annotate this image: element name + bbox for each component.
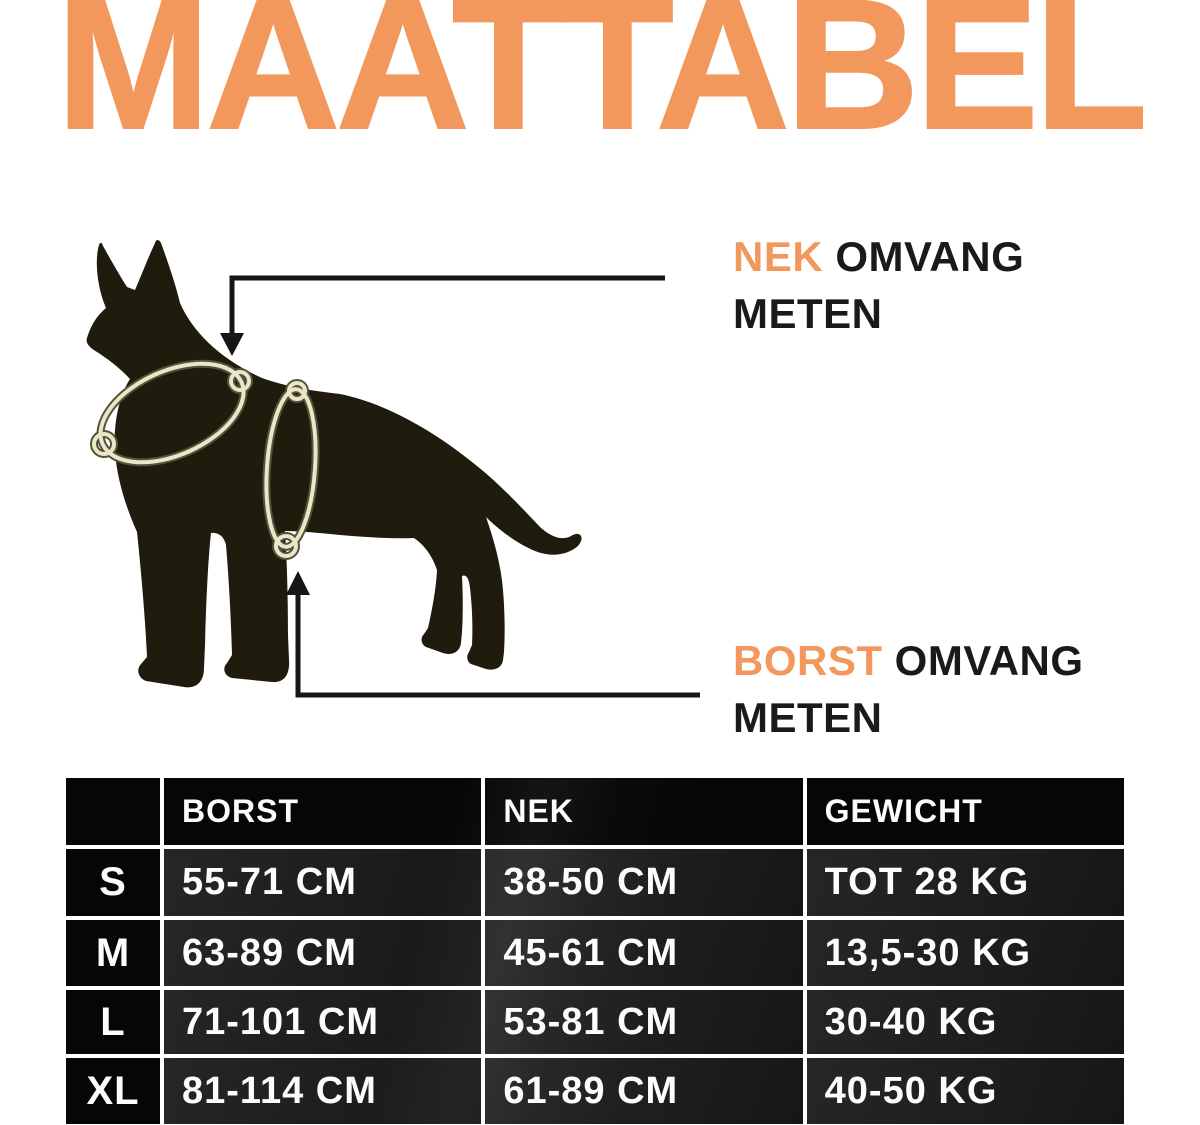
header-cell-gewicht: GEWICHT bbox=[806, 778, 1124, 845]
cell-s-gewicht: TOT 28 KG bbox=[806, 849, 1124, 916]
dog-silhouette-icon bbox=[86, 240, 582, 688]
chest-label-line2: METEN bbox=[733, 694, 883, 741]
neck-label-line2: METEN bbox=[733, 290, 883, 337]
header-cell-empty bbox=[66, 778, 160, 845]
neck-measure-label: NEK OMVANG METEN bbox=[733, 228, 1024, 342]
neck-label-rest: OMVANG bbox=[835, 233, 1025, 280]
chest-measure-label: BORST OMVANG METEN bbox=[733, 632, 1084, 746]
cell-m-gewicht: 13,5-30 KG bbox=[806, 920, 1124, 986]
size-cell-m: M bbox=[66, 920, 160, 986]
chest-arrow-up-icon bbox=[286, 571, 700, 698]
neck-label-highlight: NEK bbox=[733, 233, 824, 280]
cell-m-borst: 63-89 CM bbox=[164, 920, 482, 986]
neck-measure-ring-icon bbox=[90, 359, 253, 467]
size-cell-l: L bbox=[66, 990, 160, 1054]
cell-xl-nek: 61-89 CM bbox=[485, 1058, 803, 1124]
cell-l-gewicht: 30-40 KG bbox=[806, 990, 1124, 1054]
size-cell-s: S bbox=[66, 849, 160, 916]
neck-label-line1: NEK OMVANG bbox=[733, 228, 1024, 285]
chest-label-highlight: BORST bbox=[733, 637, 883, 684]
cell-xl-borst: 81-114 CM bbox=[164, 1058, 482, 1124]
cell-xl-gewicht: 40-50 KG bbox=[806, 1058, 1124, 1124]
size-table: BORST NEK GEWICHT S 55-71 CM 38-50 CM TO… bbox=[66, 778, 1124, 1124]
page-title: MAATTABEL bbox=[55, 0, 1148, 168]
size-cell-xl: XL bbox=[66, 1058, 160, 1124]
chest-label-line1: BORST OMVANG bbox=[733, 632, 1084, 689]
chest-label-rest: OMVANG bbox=[894, 637, 1084, 684]
cell-s-borst: 55-71 CM bbox=[164, 849, 482, 916]
chest-measure-ring-icon bbox=[262, 379, 320, 560]
header-cell-borst: BORST bbox=[164, 778, 482, 845]
header-cell-nek: NEK bbox=[485, 778, 803, 845]
cell-l-nek: 53-81 CM bbox=[485, 990, 803, 1054]
neck-arrow-down-icon bbox=[220, 275, 665, 356]
cell-m-nek: 45-61 CM bbox=[485, 920, 803, 986]
cell-l-borst: 71-101 CM bbox=[164, 990, 482, 1054]
cell-s-nek: 38-50 CM bbox=[485, 849, 803, 916]
